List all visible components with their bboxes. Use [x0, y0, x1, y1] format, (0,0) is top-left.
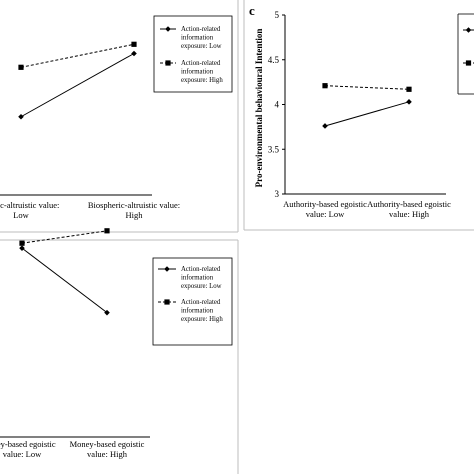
series-line — [21, 230, 108, 244]
legend-label: Action-related — [181, 266, 221, 273]
panel-c: c Pro-environmental behavioural Intentio… — [243, 0, 474, 231]
data-point — [406, 86, 412, 92]
x-tick-label: Low — [13, 210, 29, 220]
x-tick-label: pheric-altruistic value: — [0, 200, 59, 210]
series-line — [20, 43, 135, 68]
legend-label: exposure: Low — [181, 43, 222, 50]
data-point — [19, 245, 25, 251]
series-line — [21, 247, 108, 314]
series-group — [18, 41, 137, 120]
x-tick-label: value: Low — [306, 209, 345, 219]
legend-label: Action-related — [181, 26, 221, 33]
series-group — [322, 83, 412, 129]
legend-label: information — [181, 69, 214, 76]
legend-label: information — [181, 35, 214, 42]
y-tick-label: 3.5 — [268, 144, 280, 154]
data-point — [104, 309, 110, 316]
x-tick-label: value: Low — [3, 449, 42, 459]
series-line — [20, 53, 135, 118]
data-point — [131, 50, 137, 57]
x-tick-label: Money-based egoistic — [70, 439, 145, 449]
panel-letter: c — [249, 3, 255, 18]
legend-marker — [165, 26, 171, 32]
legend-label: exposure: High — [181, 77, 223, 84]
x-tick-label: Biospheric-altruistic value: — [88, 200, 180, 210]
data-point — [19, 240, 25, 246]
legend-label: exposure: High — [181, 316, 223, 323]
x-tick-label: oney-based egoistic — [0, 439, 56, 449]
y-tick-label: 5 — [275, 10, 280, 20]
legend-marker — [465, 60, 472, 66]
y-axis-label: Pro-environmental behavioural Intention — [254, 29, 264, 188]
legend-label: Action-related — [181, 60, 221, 67]
y-tick-label: 4.5 — [268, 55, 280, 65]
series-line — [324, 101, 410, 127]
data-point — [406, 99, 412, 105]
data-point — [18, 113, 24, 120]
x-tick-label: Authority-based egoistic — [283, 199, 367, 209]
x-tick-label: value: High — [389, 209, 430, 219]
legend-label: exposure: Low — [181, 283, 222, 290]
legend-label: information — [181, 308, 214, 315]
legend-label: information — [181, 275, 214, 282]
legend-label: Action-related — [181, 299, 221, 306]
data-point — [18, 64, 24, 70]
series-group — [19, 228, 110, 316]
y-ticks: 3 3.5 4 4.5 5 — [268, 10, 285, 199]
data-point — [104, 228, 110, 234]
y-tick-label: 3 — [275, 189, 280, 199]
panel-b: pheric-altruistic value:Low Biospheric-al… — [0, 0, 239, 233]
x-tick-label: High — [126, 210, 144, 220]
data-point — [131, 41, 137, 47]
x-tick-label: Authority-based egoistic — [367, 199, 451, 209]
data-point — [322, 123, 328, 129]
y-tick-label: 4 — [275, 100, 280, 110]
legend-marker — [465, 27, 472, 33]
data-point — [322, 83, 328, 89]
x-tick-label: value: High — [87, 449, 128, 459]
legend-marker — [165, 60, 171, 66]
legend-marker — [164, 299, 170, 305]
x-tick-labels: pheric-altruistic value:Low Biospheric-al… — [0, 200, 180, 220]
legend — [463, 27, 474, 66]
legend-marker — [164, 266, 170, 272]
series-line — [324, 85, 410, 90]
